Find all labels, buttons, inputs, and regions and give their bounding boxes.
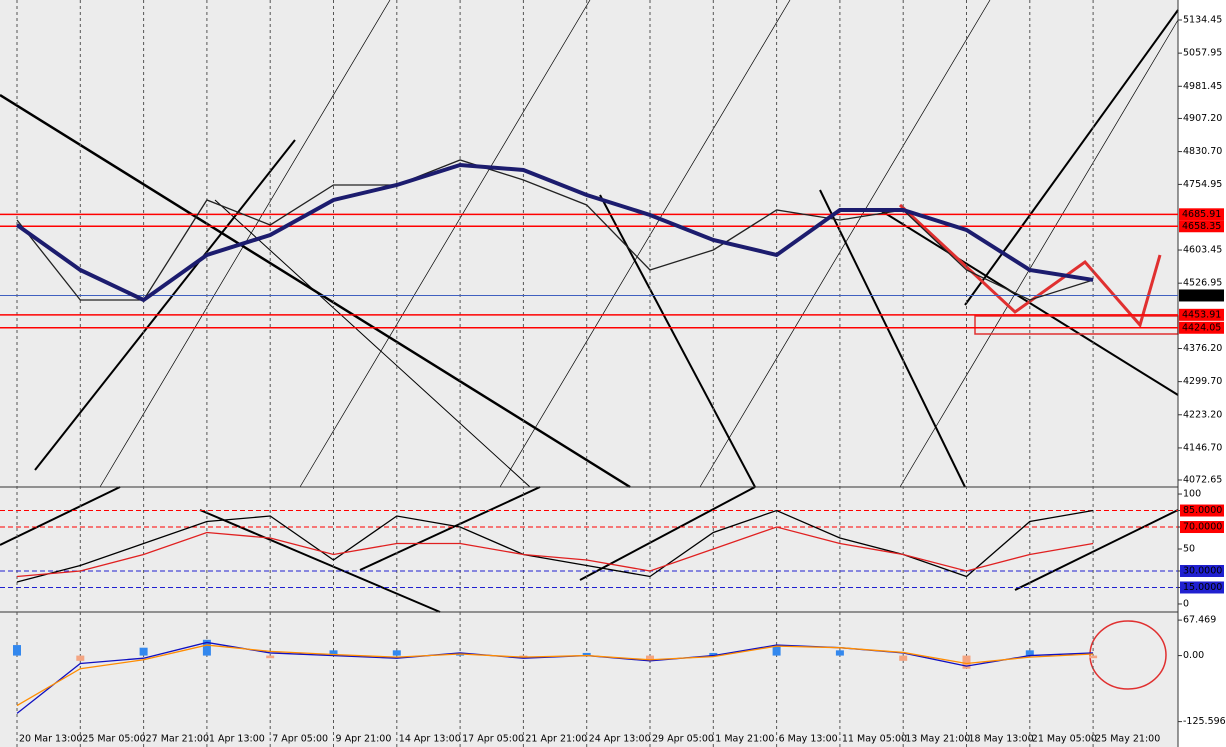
y-tick-label: 4754.95	[1183, 179, 1222, 190]
histogram-bar	[646, 655, 654, 661]
x-tick-label: 20 Mar 13:00	[19, 734, 82, 745]
histogram-bar	[139, 647, 148, 656]
level-label: 4498.61	[1182, 290, 1221, 301]
series-line	[16, 526, 1094, 578]
x-tick-label: 14 Apr 13:00	[399, 734, 461, 745]
histogram-bar	[266, 655, 275, 659]
series-line	[16, 644, 1094, 707]
tick-label-box	[1180, 581, 1224, 594]
trend-lines	[0, 0, 1179, 613]
y-tick-label: 4526.95	[1183, 278, 1222, 289]
level-label-box	[1179, 321, 1224, 334]
y-tick-label: 85.0000	[1183, 505, 1222, 516]
plot-background	[0, 0, 1178, 747]
y-tick-label: 67.469	[1183, 615, 1216, 626]
y-tick-label: 4376.20	[1183, 343, 1222, 354]
tick-label-box	[1180, 521, 1224, 534]
y-tick-label: 5057.95	[1183, 48, 1222, 59]
histogram-bar	[899, 655, 908, 661]
y-tick-label: 4223.20	[1183, 409, 1222, 420]
histogram-bar	[13, 645, 21, 656]
x-tick-label: 1 May 21:00	[715, 734, 774, 745]
y-tick-label: 4830.70	[1183, 146, 1222, 157]
x-tick-label: 24 Apr 13:00	[589, 734, 651, 745]
x-tick-label: 25 May 21:00	[1095, 734, 1160, 745]
series-line	[16, 509, 1094, 583]
y-tick-label: 50	[1183, 544, 1195, 555]
series-line	[16, 159, 1094, 301]
histogram-bar	[709, 652, 718, 656]
level-label-box	[1179, 220, 1224, 233]
level-label: 4424.05	[1182, 322, 1221, 333]
histogram-bar	[1089, 655, 1098, 659]
y-tick-label: -125.5969	[1183, 716, 1226, 727]
x-tick-label: 27 Mar 21:00	[146, 734, 209, 745]
histogram-bar	[582, 652, 591, 656]
y-tick-label: 4603.45	[1183, 245, 1222, 256]
tick-label-box	[1180, 504, 1224, 517]
price-axis-background	[1178, 0, 1226, 747]
series-line	[15, 162, 1094, 303]
y-tick-label: 0	[1183, 598, 1189, 609]
y-tick-label: 4146.70	[1183, 442, 1222, 453]
level-label-box	[1179, 308, 1224, 321]
x-tick-label: 21 May 05:00	[1032, 734, 1097, 745]
histogram-bar	[835, 650, 844, 656]
histogram-bar	[329, 650, 338, 656]
x-tick-label: 21 Apr 21:00	[525, 734, 587, 745]
histogram-bar	[1025, 650, 1034, 656]
tick-label-box	[1180, 564, 1224, 577]
x-tick-label: 25 Mar 05:00	[82, 734, 145, 745]
x-tick-label: 29 Apr 05:00	[652, 734, 714, 745]
histogram-bar	[392, 650, 401, 656]
histogram-bar	[202, 639, 211, 656]
y-tick-label: 4907.20	[1183, 113, 1222, 124]
histogram-bar	[76, 655, 85, 661]
x-tick-label: 9 Apr 21:00	[336, 734, 392, 745]
histogram-bar	[962, 655, 971, 669]
x-tick-label: 1 Apr 13:00	[209, 734, 265, 745]
y-tick-label: 30.0000	[1183, 565, 1222, 576]
y-tick-label: 4299.70	[1183, 376, 1222, 387]
x-tick-label: 11 May 05:00	[842, 734, 907, 745]
x-tick-label: 18 May 13:00	[969, 734, 1034, 745]
level-label: 4453.91	[1182, 309, 1221, 320]
y-tick-label: 15.0000	[1183, 582, 1222, 593]
y-tick-label: 4072.65	[1183, 475, 1222, 486]
level-label: 4685.91	[1182, 209, 1221, 220]
y-tick-label: 70.0000	[1183, 522, 1222, 533]
y-tick-label: 0.00	[1183, 650, 1204, 661]
y-tick-label: 100	[1183, 489, 1201, 500]
level-label-box	[1179, 289, 1224, 302]
x-tick-label: 6 May 13:00	[779, 734, 838, 745]
x-tick-label: 17 Apr 05:00	[462, 734, 524, 745]
x-tick-label: 7 Apr 05:00	[272, 734, 328, 745]
y-tick-label: 5134.45	[1183, 14, 1222, 25]
x-tick-label: 13 May 21:00	[905, 734, 970, 745]
y-tick-label: 4981.45	[1183, 81, 1222, 92]
level-label-box	[1179, 208, 1224, 221]
level-label: 4658.35	[1182, 221, 1221, 232]
histogram-bar	[772, 645, 781, 656]
